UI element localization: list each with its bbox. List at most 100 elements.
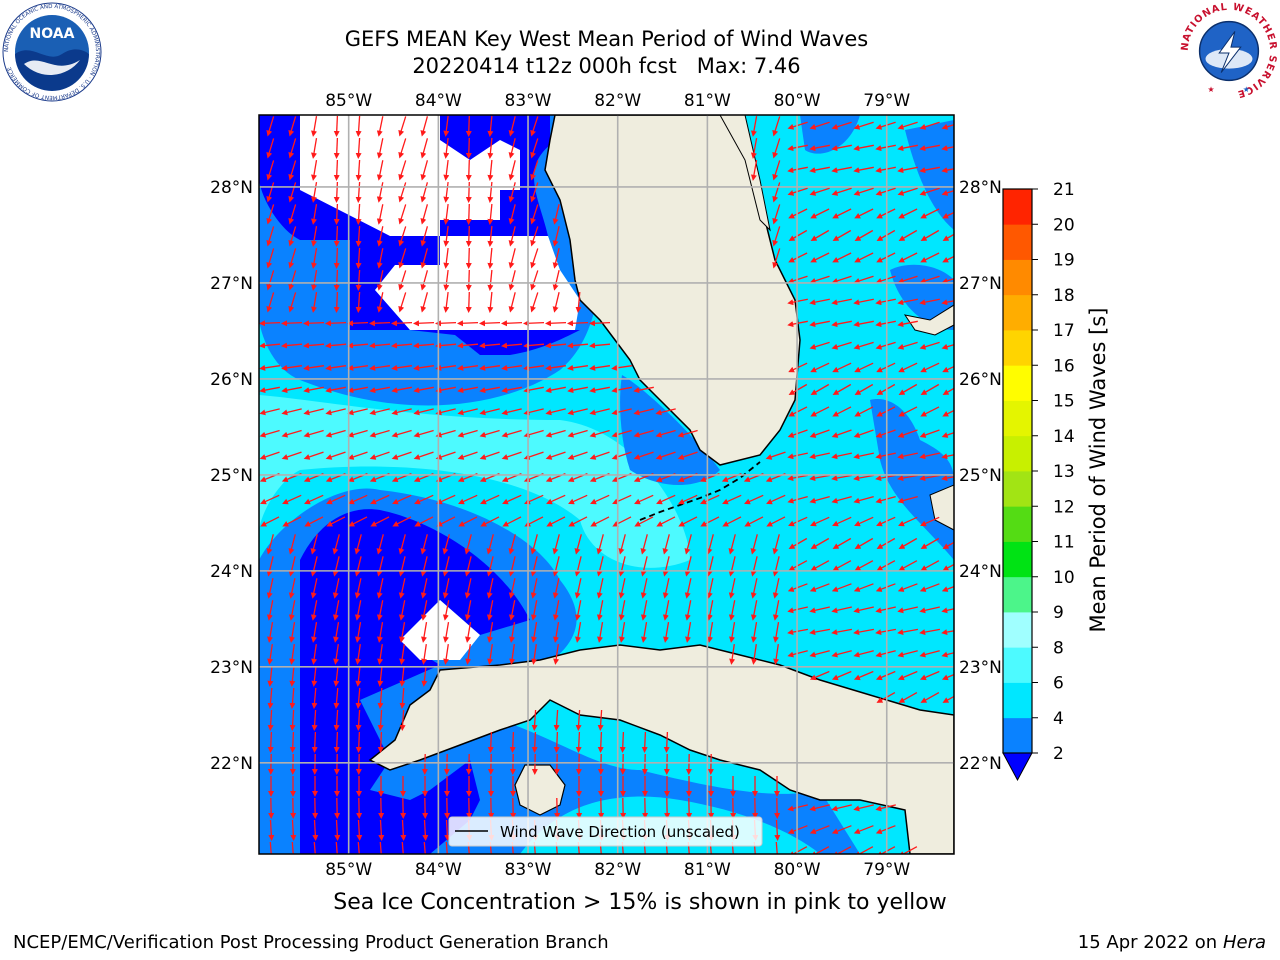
wind-wave-arrow (501, 386, 522, 394)
wind-wave-arrow (854, 383, 874, 395)
wind-wave-arrow (443, 226, 450, 247)
wind-wave-arrow (788, 362, 808, 373)
lon-label-top: 80°W (774, 91, 821, 111)
wind-wave-arrow (311, 115, 318, 137)
wind-wave-arrow (545, 451, 566, 460)
wind-wave-arrow (920, 560, 940, 571)
wind-wave-arrow (436, 516, 456, 527)
wind-wave-arrow (465, 291, 472, 313)
wind-wave-arrow (333, 731, 340, 753)
wind-wave-arrow (853, 341, 874, 350)
wind-wave-arrow (435, 364, 456, 371)
wind-wave-arrow (774, 819, 781, 841)
wind-wave-arrow (854, 406, 874, 417)
wind-wave-arrow (831, 429, 852, 438)
wind-wave-arrow (832, 208, 852, 219)
wind-wave-arrow (530, 138, 539, 159)
wind-wave-arrow (288, 204, 297, 225)
map-axis-labels: 85°W 85°W 84°W 84°W 83°W 83°W 82°W 82°W 81°W 81°W… (210, 91, 1002, 880)
svg-text:★: ★ (1207, 85, 1214, 94)
wind-wave-arrow (435, 408, 456, 416)
wind-wave-arrow (370, 494, 390, 505)
lon-label-top: 79°W (863, 91, 910, 111)
wind-wave-arrow (589, 364, 610, 371)
wind-wave-arrow (898, 537, 918, 549)
nws-logo: NATIONAL WEATHER SERVICE ★ ★ (1180, 2, 1277, 99)
wind-wave-arrow (376, 204, 384, 225)
wind-wave-arrow (347, 408, 368, 416)
wind-wave-arrow (633, 429, 654, 438)
wind-wave-arrow (487, 137, 494, 159)
wind-wave-arrow (567, 451, 588, 460)
wind-wave-arrow (487, 621, 494, 643)
wind-wave-arrow (289, 709, 296, 731)
wind-wave-arrow (942, 541, 954, 549)
wind-wave-arrow (567, 408, 588, 416)
wind-wave-arrow (531, 709, 538, 731)
wind-wave-arrow (266, 160, 275, 181)
wind-wave-arrow (787, 121, 808, 130)
wind-wave-arrow (311, 137, 318, 159)
wind-wave-arrow (501, 451, 522, 460)
wind-wave-arrow (897, 121, 918, 130)
wind-wave-arrow (729, 621, 736, 643)
wind-wave-arrow (355, 159, 362, 181)
wind-wave-arrow (810, 560, 830, 571)
wind-wave-arrow (919, 452, 940, 460)
wind-wave-arrow (809, 341, 830, 350)
wind-wave-arrow (787, 804, 808, 812)
wind-wave-arrow (355, 115, 362, 137)
wind-wave-arrow (809, 320, 830, 328)
wind-wave-arrow (443, 116, 450, 137)
wind-wave-arrow (941, 607, 954, 614)
wind-wave-arrow (508, 600, 516, 621)
wind-wave-arrow (420, 248, 429, 269)
wind-wave-arrow (501, 320, 523, 327)
wind-wave-arrow (728, 578, 736, 599)
wind-wave-arrow (420, 182, 429, 203)
wind-wave-arrow (508, 116, 516, 137)
wave-period-6-8-zone (259, 395, 690, 568)
wind-wave-arrow (574, 600, 582, 621)
wind-wave-arrow (898, 252, 918, 263)
wind-wave-arrow (787, 583, 808, 592)
wind-wave-arrow (596, 578, 604, 599)
wind-wave-arrow (487, 159, 494, 181)
wind-wave-arrow (354, 534, 362, 555)
wind-wave-arrow (442, 578, 450, 599)
wind-wave-arrow (420, 292, 429, 313)
wind-wave-arrow (398, 204, 407, 225)
colorbar-bin (1003, 647, 1032, 683)
wind-wave-arrow (333, 644, 340, 665)
wind-wave-arrow (311, 159, 318, 181)
wind-wave-arrow (501, 408, 522, 416)
wind-wave-arrow (772, 138, 781, 159)
wind-wave-arrow (303, 451, 324, 460)
wind-wave-arrow (530, 534, 538, 555)
colorbar-tick-label: 20 (1053, 215, 1075, 235)
wind-wave-arrow (787, 628, 809, 636)
lon-label-top: 85°W (325, 91, 372, 111)
wind-wave-arrow (656, 516, 676, 527)
colorbar-bin (1003, 400, 1032, 437)
wind-wave-arrow (399, 666, 406, 687)
wind-wave-arrow (633, 386, 654, 394)
wind-wave-arrow (259, 429, 280, 438)
lon-label-top: 83°W (505, 91, 552, 111)
wind-wave-arrow (392, 516, 412, 527)
wind-wave-arrow (347, 364, 368, 371)
wind-wave-arrow (787, 320, 808, 328)
wind-wave-arrow (810, 537, 830, 549)
wind-wave-arrow (589, 429, 610, 438)
legend-box (448, 816, 763, 847)
colorbar-bin (1003, 365, 1032, 401)
wind-wave-arrow (809, 474, 831, 482)
wind-wave-arrow (268, 819, 275, 841)
colorbar-label: Mean Period of Wind Waves [s] (1086, 308, 1110, 633)
wind-wave-arrow (553, 621, 560, 643)
wind-wave-arrow (413, 451, 434, 460)
wind-wave-arrow (413, 320, 435, 327)
lon-label-top: 81°W (684, 91, 731, 111)
wind-wave-arrow (508, 534, 516, 555)
